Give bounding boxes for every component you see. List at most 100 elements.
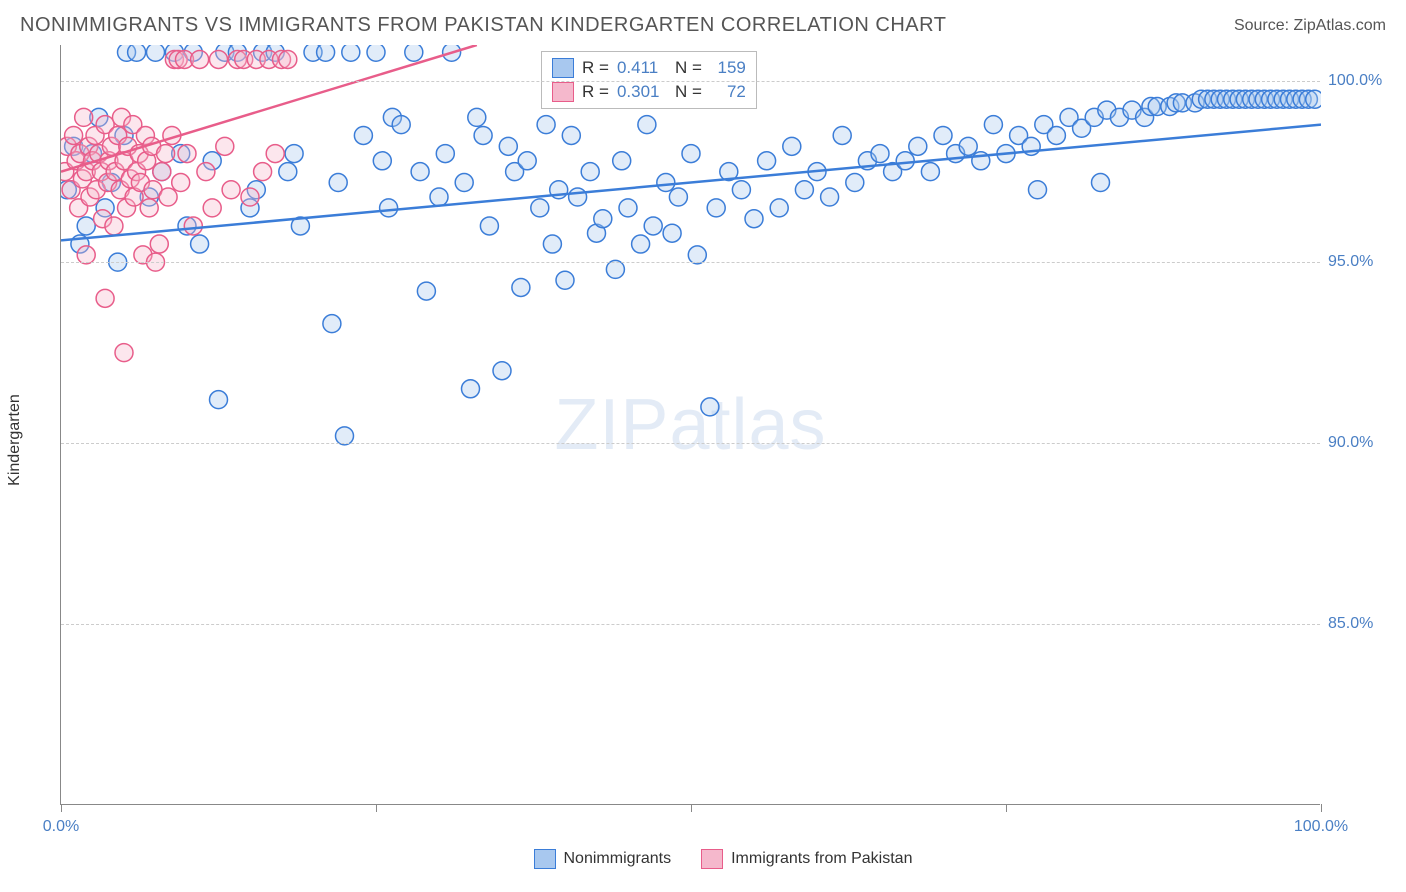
scatter-point (115, 126, 133, 144)
scatter-point (125, 188, 143, 206)
scatter-point (1022, 137, 1040, 155)
scatter-point (383, 108, 401, 126)
scatter-point (96, 289, 114, 307)
scatter-point (1136, 108, 1154, 126)
scatter-point (106, 163, 124, 181)
scatter-point (934, 126, 952, 144)
scatter-point (1047, 126, 1065, 144)
scatter-point (216, 45, 234, 61)
scatter-point (165, 45, 183, 61)
scatter-point (90, 108, 108, 126)
scatter-point (732, 181, 750, 199)
scatter-point (1173, 94, 1191, 112)
scatter-point (96, 116, 114, 134)
gridline-horizontal (61, 443, 1320, 444)
scatter-point (1211, 90, 1229, 108)
scatter-point (1098, 101, 1116, 119)
scatter-point (150, 235, 168, 253)
scatter-point (184, 45, 202, 61)
scatter-point (235, 50, 253, 68)
scatter-point (480, 217, 498, 235)
series-legend: NonimmigrantsImmigrants from Pakistan (60, 849, 1386, 869)
scatter-point (62, 181, 80, 199)
xtick-mark (691, 804, 692, 812)
scatter-point (443, 45, 461, 61)
scatter-point (279, 50, 297, 68)
scatter-point (119, 137, 137, 155)
scatter-point (317, 45, 335, 61)
scatter-point (613, 152, 631, 170)
scatter-point (203, 199, 221, 217)
scatter-point (222, 181, 240, 199)
legend-swatch (701, 849, 723, 869)
scatter-point (663, 224, 681, 242)
scatter-point (1167, 94, 1185, 112)
scatter-point (783, 137, 801, 155)
legend-n-label: N = (675, 58, 702, 78)
scatter-point (588, 224, 606, 242)
scatter-point (984, 116, 1002, 134)
scatter-point (1255, 90, 1273, 108)
scatter-point (1287, 90, 1305, 108)
scatter-point (392, 116, 410, 134)
scatter-point (109, 126, 127, 144)
legend-correlation-row: R =0.411N =159 (552, 56, 746, 80)
scatter-point (87, 181, 105, 199)
scatter-point (254, 163, 272, 181)
scatter-point (795, 181, 813, 199)
scatter-point (669, 188, 687, 206)
legend-series-label: Immigrants from Pakistan (731, 850, 912, 868)
scatter-point (102, 174, 120, 192)
scatter-point (531, 199, 549, 217)
scatter-point (1281, 90, 1299, 108)
scatter-point (1262, 90, 1280, 108)
scatter-point (159, 188, 177, 206)
scatter-point (1110, 108, 1128, 126)
chart-container: Kindergarten ZIPatlas R =0.411N =159R =0… (60, 45, 1386, 835)
scatter-point (80, 137, 98, 155)
scatter-point (153, 163, 171, 181)
scatter-point (619, 199, 637, 217)
scatter-point (556, 271, 574, 289)
scatter-point (405, 45, 423, 61)
scatter-point (959, 137, 977, 155)
watermark-bold: ZIP (554, 385, 669, 465)
scatter-svg (61, 45, 1321, 805)
scatter-point (367, 45, 385, 61)
scatter-point (241, 188, 259, 206)
legend-r-value: 0.411 (617, 58, 667, 78)
scatter-point (67, 152, 85, 170)
scatter-point (411, 163, 429, 181)
scatter-point (1243, 90, 1261, 108)
scatter-point (75, 108, 93, 126)
legend-r-label: R = (582, 58, 609, 78)
scatter-point (77, 217, 95, 235)
scatter-point (84, 145, 102, 163)
scatter-point (1199, 90, 1217, 108)
scatter-point (90, 145, 108, 163)
scatter-point (266, 45, 284, 61)
scatter-point (115, 344, 133, 362)
scatter-point (701, 398, 719, 416)
scatter-point (632, 235, 650, 253)
scatter-point (493, 362, 511, 380)
scatter-point (153, 163, 171, 181)
scatter-point (499, 137, 517, 155)
scatter-point (169, 50, 187, 68)
scatter-point (896, 152, 914, 170)
scatter-point (997, 145, 1015, 163)
scatter-point (157, 145, 175, 163)
scatter-point (203, 152, 221, 170)
scatter-point (1029, 181, 1047, 199)
scatter-point (1010, 126, 1028, 144)
ytick-label: 90.0% (1328, 434, 1388, 452)
xtick-mark (376, 804, 377, 812)
scatter-point (81, 188, 99, 206)
scatter-point (821, 188, 839, 206)
scatter-point (128, 163, 146, 181)
xtick-mark (1006, 804, 1007, 812)
scatter-point (373, 152, 391, 170)
scatter-point (165, 50, 183, 68)
scatter-point (61, 163, 74, 181)
scatter-point (118, 199, 136, 217)
